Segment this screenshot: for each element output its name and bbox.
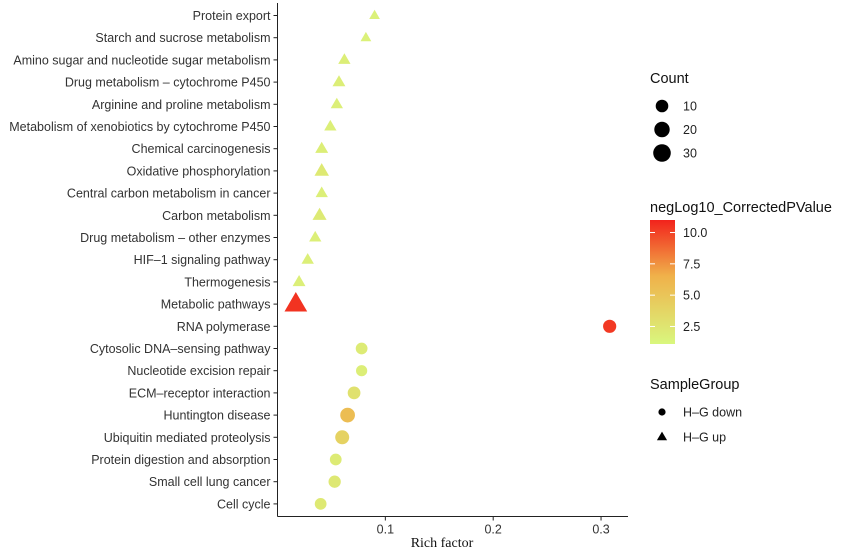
y-tick-label: Cytosolic DNA–sensing pathway [90, 342, 271, 356]
size-legend-key [654, 121, 670, 138]
point-triangle [315, 141, 329, 153]
point-triangle [284, 292, 308, 312]
y-tick-label: Oxidative phosphorylation [127, 164, 271, 178]
color-legend-label: 7.5 [683, 257, 700, 271]
y-tick-label: Metabolic pathways [161, 298, 271, 312]
point-triangle [301, 253, 314, 264]
point-triangle [324, 119, 337, 131]
shape-legend-label: H–G up [683, 431, 726, 445]
color-legend: negLog10_CorrectedPValue 2.5 5.0 7.5 10.0 [650, 200, 832, 344]
point-circle [340, 407, 355, 423]
color-legend-label: 2.5 [683, 320, 700, 334]
point-triangle [338, 53, 351, 64]
point-triangle [315, 186, 328, 198]
color-legend-bar [650, 220, 675, 344]
point-circle [314, 498, 327, 510]
y-tick-label: Thermogenesis [184, 275, 270, 289]
y-tick-label: Drug metabolism – cytochrome P450 [65, 76, 271, 90]
y-tick-label: Nucleotide excision repair [127, 364, 270, 378]
point-triangle [369, 9, 380, 19]
y-tick-label: Protein export [193, 9, 271, 23]
point-triangle [314, 163, 329, 176]
data-points [284, 9, 617, 510]
y-tick-label: Carbon metabolism [162, 209, 270, 223]
point-circle [603, 319, 617, 333]
y-tick-label: Chemical carcinogenesis [132, 142, 271, 156]
axes [277, 3, 628, 517]
size-legend-label: 20 [683, 123, 697, 137]
shape-legend: SampleGroup H–G down H–G up [650, 377, 742, 445]
y-tick-label: Arginine and proline metabolism [92, 98, 271, 112]
point-circle [355, 342, 368, 355]
point-triangle [309, 230, 322, 242]
y-tick-label: Huntington disease [163, 409, 270, 423]
x-tick-label: 0.1 [377, 523, 394, 537]
y-tick-label: Central carbon metabolism in cancer [67, 187, 271, 201]
color-legend-label: 10.0 [683, 226, 707, 240]
point-circle [356, 365, 368, 377]
x-axis-title: Rich factor [411, 536, 474, 550]
y-tick-label: Metabolism of xenobiotics by cytochrome … [9, 120, 270, 134]
color-legend-title: negLog10_CorrectedPValue [650, 200, 832, 216]
shape-legend-title: SampleGroup [650, 377, 739, 393]
y-tick-label: HIF–1 signaling pathway [134, 253, 272, 267]
size-legend-title: Count [650, 71, 689, 87]
x-tick-label: 0.2 [484, 523, 501, 537]
point-triangle [332, 75, 346, 87]
shape-legend-triangle [656, 431, 668, 441]
y-tick-label: Protein digestion and absorption [91, 453, 270, 467]
y-tick-label: ECM–receptor interaction [129, 386, 271, 400]
size-legend: Count 10 20 30 [650, 71, 697, 162]
size-legend-label: 10 [683, 100, 697, 114]
y-tick-label: RNA polymerase [177, 320, 271, 334]
color-legend-label: 5.0 [683, 289, 700, 303]
shape-legend-label: H–G down [683, 406, 742, 420]
y-tick-label: Amino sugar and nucleotide sugar metabol… [13, 53, 270, 67]
x-tick-label: 0.3 [592, 523, 609, 537]
size-legend-label: 30 [683, 147, 697, 161]
y-tick-label: Starch and sucrose metabolism [95, 31, 270, 45]
y-tick-label: Small cell lung cancer [149, 475, 271, 489]
x-axis-ticks: 0.1 0.2 0.3 [377, 516, 610, 537]
y-tick-label: Cell cycle [217, 497, 271, 511]
size-legend-key [653, 144, 671, 162]
shape-legend-circle [658, 408, 666, 416]
point-circle [329, 453, 342, 466]
y-axis-labels: Protein export Starch and sucrose metabol… [9, 9, 278, 511]
y-tick-label: Ubiquitin mediated proteolysis [104, 431, 271, 445]
point-triangle [360, 31, 372, 42]
point-triangle [312, 207, 327, 220]
y-tick-label: Drug metabolism – other enzymes [80, 231, 270, 245]
point-triangle [330, 97, 343, 109]
point-circle [335, 430, 350, 445]
point-circle [347, 386, 361, 400]
size-legend-key [655, 99, 669, 113]
point-triangle [292, 275, 306, 287]
point-circle [328, 475, 341, 488]
